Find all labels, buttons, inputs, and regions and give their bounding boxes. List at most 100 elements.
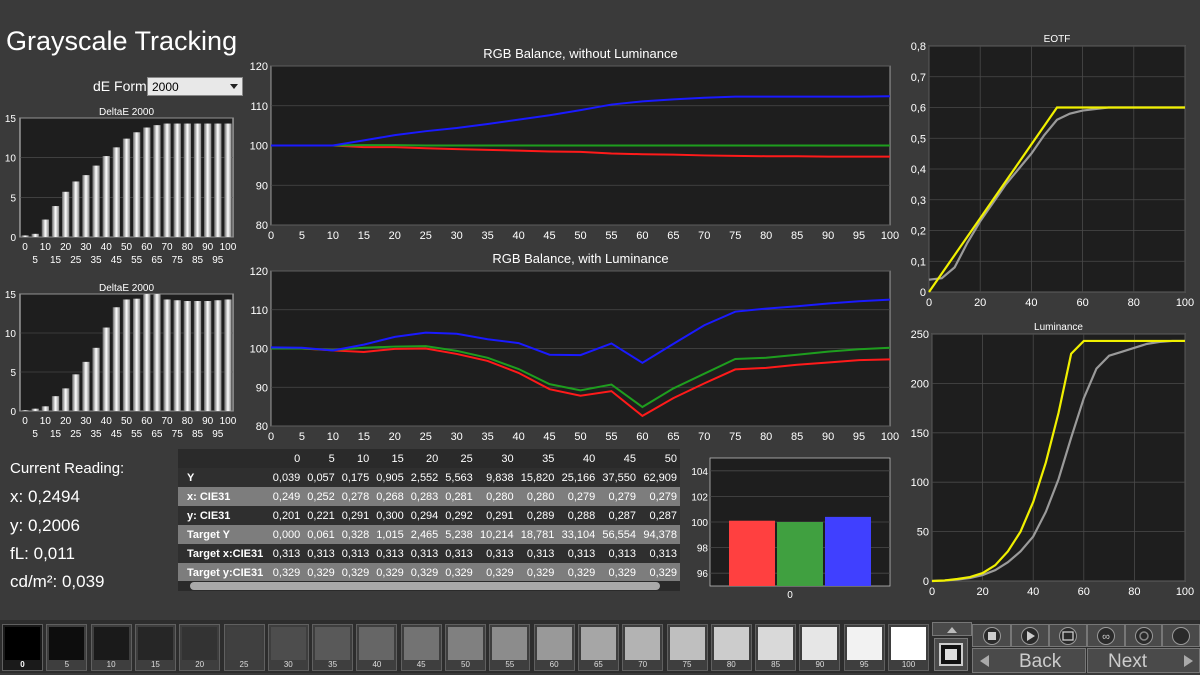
patch-button[interactable]: 95 — [844, 624, 885, 671]
rgb-x-tick: 10 — [327, 230, 339, 242]
table-scrollbar[interactable] — [178, 581, 680, 591]
patch-button[interactable]: 75 — [667, 624, 708, 671]
deltae-x-tick: 95 — [212, 255, 224, 266]
table-cell: 0,221 — [303, 506, 338, 525]
table-cell: 0,329 — [269, 563, 304, 582]
patch-button[interactable]: 50 — [445, 624, 486, 671]
table-cell: 2,552 — [407, 468, 442, 487]
patch-button[interactable]: 70 — [622, 624, 663, 671]
loop-button[interactable]: ∞ — [1087, 624, 1125, 647]
rgb-x-tick: 80 — [760, 230, 772, 242]
deltae-y-tick: 10 — [5, 329, 17, 340]
patch-button[interactable]: 20 — [179, 624, 220, 671]
deltae-x-tick: 95 — [212, 429, 224, 440]
up-button[interactable] — [932, 622, 972, 636]
deltae-bar — [62, 192, 69, 237]
refresh-button[interactable] — [1125, 624, 1162, 647]
patch-button[interactable]: 60 — [534, 624, 575, 671]
table-scrollbar-thumb[interactable] — [190, 582, 660, 590]
table-cell: 0,252 — [303, 487, 338, 506]
deltae-x-tick: 60 — [141, 416, 153, 427]
rgb-x-tick: 60 — [636, 230, 648, 242]
patch-label: 5 — [47, 660, 86, 669]
deltae-bar — [21, 235, 28, 237]
side-plot-area — [932, 334, 1185, 581]
patch-label: 50 — [446, 660, 485, 669]
rgb-x-tick: 75 — [729, 230, 741, 242]
table-cell: 9,838 — [476, 468, 517, 487]
deltae-x-tick: 40 — [101, 416, 113, 427]
rgb-x-tick: 25 — [420, 431, 432, 443]
rgb-x-tick: 85 — [791, 230, 803, 242]
patch-label: 95 — [845, 660, 884, 669]
record-button[interactable] — [1162, 624, 1200, 647]
table-cell: 0,329 — [639, 563, 680, 582]
patch-button[interactable]: 0 — [2, 624, 43, 671]
patch-button[interactable]: 45 — [401, 624, 442, 671]
deltae-bar — [204, 301, 211, 411]
patch-button[interactable]: 40 — [356, 624, 397, 671]
patch-button[interactable]: 10 — [91, 624, 132, 671]
patch-swatch — [847, 627, 882, 660]
rgb-bar — [825, 517, 871, 586]
patch-swatch — [891, 627, 926, 660]
stop-button[interactable] — [972, 624, 1011, 647]
patch-swatch — [581, 627, 616, 660]
rgb-x-tick: 35 — [482, 431, 494, 443]
rgb-x-tick: 50 — [574, 431, 586, 443]
patch-button[interactable]: 35 — [312, 624, 353, 671]
deltae-x-tick: 30 — [80, 416, 92, 427]
patch-button[interactable]: 90 — [799, 624, 840, 671]
patch-button[interactable]: 80 — [711, 624, 752, 671]
deltae-bar — [174, 124, 181, 237]
table-cell: 0,313 — [338, 544, 373, 563]
rgb-x-tick: 90 — [822, 431, 834, 443]
table-cell: 0,329 — [338, 563, 373, 582]
rgb-bar — [729, 521, 775, 586]
table-cell: 0,279 — [598, 487, 639, 506]
deltae-bar — [143, 294, 150, 411]
rgb-chart-title: RGB Balance, without Luminance — [483, 46, 677, 61]
patch-button[interactable]: 25 — [224, 624, 265, 671]
fit-window-button[interactable] — [1049, 624, 1087, 647]
table-cell: 0,313 — [303, 544, 338, 563]
deltae-x-tick: 0 — [22, 416, 28, 427]
patch-label: 60 — [535, 660, 574, 669]
patch-label: 30 — [269, 660, 308, 669]
rgb-x-tick: 100 — [881, 230, 899, 242]
deltae-x-tick: 20 — [60, 242, 72, 253]
pattern-stop-button[interactable] — [934, 638, 968, 671]
patch-button[interactable]: 30 — [268, 624, 309, 671]
rgb-x-tick: 40 — [512, 230, 524, 242]
deltae-bar — [133, 132, 140, 237]
play-button[interactable] — [1011, 624, 1049, 647]
patch-button[interactable]: 55 — [489, 624, 530, 671]
table-column-header: 45 — [598, 449, 639, 468]
deltae-bar — [113, 147, 120, 237]
patch-button[interactable]: 65 — [578, 624, 619, 671]
record-icon — [1172, 627, 1190, 645]
patch-label: 65 — [579, 660, 618, 669]
deltae-x-tick: 0 — [22, 242, 28, 253]
rgb-y-tick: 120 — [250, 266, 268, 278]
patch-button[interactable]: 5 — [46, 624, 87, 671]
patch-button[interactable]: 15 — [135, 624, 176, 671]
table-column-header: 15 — [372, 449, 407, 468]
chevron-left-icon — [977, 653, 993, 669]
deltae-x-tick: 60 — [141, 242, 153, 253]
back-button[interactable]: Back — [972, 648, 1086, 673]
patch-button[interactable]: 85 — [755, 624, 796, 671]
table-column-header: 0 — [269, 449, 304, 468]
table-cell: 0,287 — [639, 506, 680, 525]
side-y-tick: 0,2 — [911, 226, 926, 238]
deltae-bar — [123, 299, 130, 411]
patch-label: 15 — [136, 660, 175, 669]
deltae-bar — [32, 409, 39, 411]
next-button[interactable]: Next — [1087, 648, 1200, 673]
patch-button[interactable]: 100 — [888, 624, 929, 671]
deltae-x-tick: 30 — [80, 242, 92, 253]
deltae-x-tick: 5 — [32, 429, 38, 440]
